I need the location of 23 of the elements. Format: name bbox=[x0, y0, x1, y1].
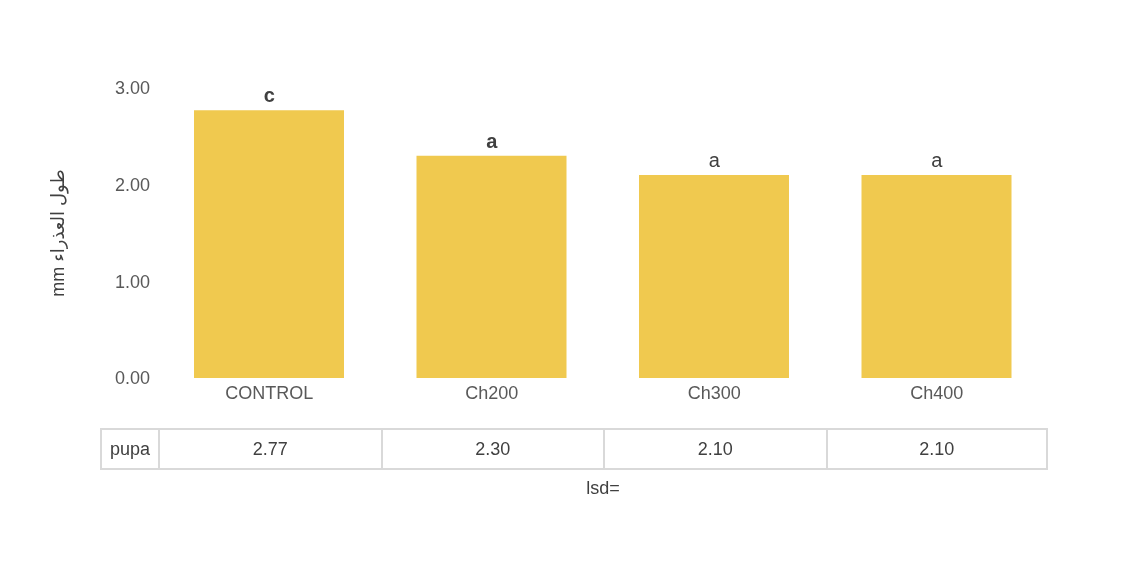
x-tick-label: CONTROL bbox=[225, 382, 314, 403]
x-axis-title: lsd= bbox=[585, 478, 621, 499]
y-tick-label: 1.00 bbox=[114, 271, 150, 292]
data-label: 2.10 bbox=[603, 430, 826, 468]
data-label: 2.77 bbox=[158, 430, 381, 468]
bar bbox=[194, 110, 344, 378]
bar bbox=[416, 155, 567, 378]
data-label: 2.30 bbox=[380, 430, 603, 468]
annotation: c bbox=[263, 84, 275, 107]
annotation: a bbox=[708, 149, 721, 171]
x-tick-label: Ch300 bbox=[687, 382, 741, 403]
y-tick-label: 2.00 bbox=[114, 175, 150, 196]
y-axis-title: طول العذراء mm bbox=[48, 169, 70, 297]
x-tick-label: Ch400 bbox=[910, 382, 964, 403]
data-label: 2.10 bbox=[825, 430, 1048, 468]
y-tick-label: 3.00 bbox=[114, 78, 150, 99]
text: pupa bbox=[100, 430, 158, 468]
y-tick-label: 0.00 bbox=[114, 368, 150, 389]
bar bbox=[639, 175, 789, 378]
annotation: a bbox=[931, 149, 944, 171]
bar bbox=[861, 175, 1012, 378]
x-tick-label: Ch200 bbox=[465, 382, 519, 403]
annotation: a bbox=[486, 129, 499, 152]
